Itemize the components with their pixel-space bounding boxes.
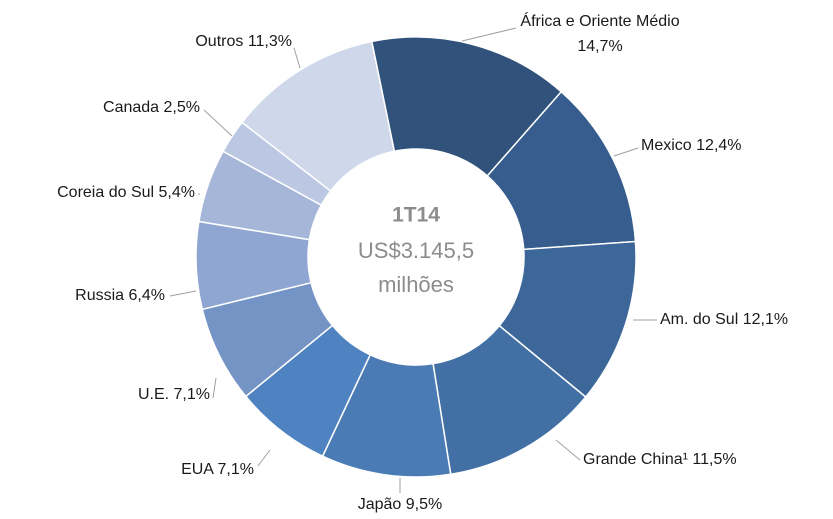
slice-label: EUA 7,1% — [181, 461, 254, 478]
leader-line — [555, 439, 581, 461]
center-line: US$3.145,5 — [358, 238, 474, 263]
slice-label: Russia 6,4% — [75, 287, 165, 304]
value-label: 5,4% — [159, 184, 195, 201]
leader-line — [212, 377, 217, 399]
leader-line — [169, 290, 197, 297]
category-label: Am. do Sul — [660, 311, 738, 328]
category-label: Japão — [358, 496, 402, 513]
category-label: EUA — [181, 461, 214, 478]
value-label: 14,7% — [577, 38, 622, 55]
leader-line — [203, 109, 233, 137]
center-line: milhões — [378, 272, 454, 297]
leader-line — [613, 147, 639, 157]
donut-segment — [240, 40, 396, 192]
category-label: U.E. — [138, 386, 169, 403]
category-label: África e Oriente Médio — [520, 11, 679, 30]
slice-label: África e Oriente Médio 14,7% — [520, 11, 679, 55]
category-label: Russia — [75, 287, 124, 304]
value-label: 9,5% — [406, 496, 442, 513]
center-title: 1T14 — [392, 204, 440, 227]
value-label: 7,1% — [174, 386, 210, 403]
slice-label: U.E. 7,1% — [138, 386, 210, 403]
value-label: 7,1% — [218, 461, 254, 478]
category-label: Outros — [195, 33, 243, 50]
category-label: Canada — [103, 99, 159, 116]
value-label: 12,4% — [696, 137, 741, 154]
slice-label: Canada 2,5% — [103, 99, 200, 116]
category-label: Mexico — [641, 137, 692, 154]
category-label: Grande China¹ — [583, 451, 688, 468]
slice-label: Coreia do Sul 5,4% — [57, 184, 195, 201]
value-label: 11,3% — [248, 33, 292, 50]
leader-line — [461, 27, 517, 42]
donut-segment — [370, 36, 563, 177]
value-label: 2,5% — [164, 99, 200, 116]
leader-line — [257, 449, 271, 467]
slice-label: Japão 9,5% — [358, 496, 443, 513]
value-label: 11,5% — [692, 451, 736, 468]
value-label: 12,1% — [743, 311, 788, 328]
leader-line — [293, 47, 301, 69]
slice-label: Grande China¹ 11,5% — [583, 451, 737, 468]
category-label: Coreia do Sul — [57, 184, 154, 201]
slice-label: Mexico 12,4% — [641, 137, 742, 154]
slice-label: Am. do Sul 12,1% — [660, 311, 788, 328]
slice-label: Outros 11,3% — [195, 33, 292, 50]
value-label: 6,4% — [129, 287, 165, 304]
